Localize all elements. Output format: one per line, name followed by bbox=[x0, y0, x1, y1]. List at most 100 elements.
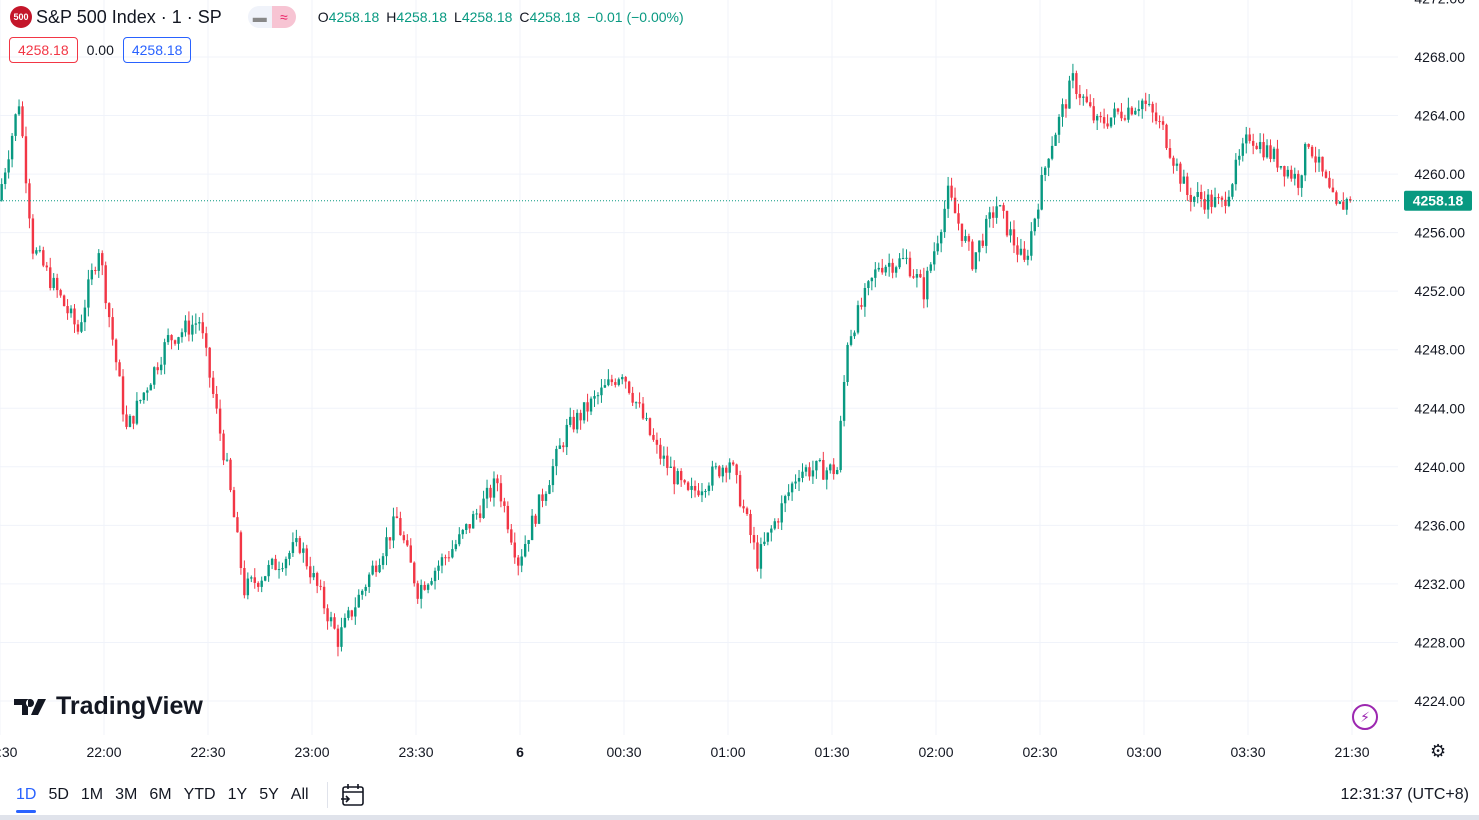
candle bbox=[94, 270, 97, 272]
lightning-icon[interactable]: ⚡ bbox=[1352, 704, 1378, 730]
candle bbox=[107, 303, 111, 318]
candle bbox=[766, 532, 770, 542]
candle bbox=[66, 306, 69, 314]
candle bbox=[756, 542, 759, 569]
candle bbox=[101, 253, 104, 266]
candle bbox=[1043, 167, 1047, 175]
candle bbox=[1154, 112, 1158, 122]
candle bbox=[621, 377, 624, 380]
time-tick-label: 01:00 bbox=[710, 744, 745, 760]
time-tick-label: 22:00 bbox=[86, 744, 121, 760]
candle bbox=[139, 400, 142, 402]
candle bbox=[378, 564, 381, 573]
range-1m[interactable]: 1M bbox=[80, 786, 104, 803]
candle bbox=[742, 506, 745, 509]
candle bbox=[745, 508, 749, 514]
candle bbox=[600, 387, 603, 396]
candle bbox=[1075, 73, 1078, 94]
candle bbox=[489, 487, 492, 498]
symbol-title[interactable]: S&P 500 Index · 1 · SP bbox=[36, 6, 222, 27]
candle bbox=[31, 218, 35, 254]
candle bbox=[1262, 142, 1265, 158]
candle bbox=[825, 470, 828, 480]
price-tick-label: 4232.00 bbox=[1414, 576, 1465, 592]
candle bbox=[76, 324, 80, 332]
candle bbox=[510, 529, 513, 543]
candle bbox=[187, 320, 191, 335]
candle bbox=[842, 382, 846, 421]
candle bbox=[974, 252, 978, 270]
legend-toggle[interactable]: ▬ ≈ bbox=[247, 6, 296, 28]
clock-timezone[interactable]: 12:31:37 (UTC+8) bbox=[1340, 786, 1469, 803]
time-tick-label: 21:30 bbox=[1334, 744, 1369, 760]
candle bbox=[135, 400, 139, 424]
range-3m[interactable]: 3M bbox=[115, 786, 138, 803]
range-1d[interactable]: 1D bbox=[10, 786, 42, 813]
candle bbox=[194, 323, 198, 325]
bid-price[interactable]: 4258.18 bbox=[9, 37, 78, 63]
candle bbox=[52, 277, 55, 288]
tv-logo-icon bbox=[14, 698, 46, 715]
candle bbox=[832, 464, 835, 475]
candle bbox=[1303, 143, 1307, 176]
candle bbox=[284, 558, 288, 569]
candle bbox=[631, 392, 634, 403]
candle bbox=[1113, 108, 1116, 118]
candle bbox=[572, 416, 575, 430]
candle bbox=[270, 558, 274, 565]
candle bbox=[891, 262, 894, 273]
candle bbox=[738, 475, 742, 507]
settings-gear-icon[interactable]: ⚙ bbox=[1430, 741, 1447, 761]
candle bbox=[638, 402, 641, 404]
candle bbox=[208, 347, 211, 378]
candle bbox=[804, 467, 808, 472]
candle bbox=[0, 184, 3, 201]
range-5d[interactable]: 5D bbox=[48, 786, 69, 803]
candle bbox=[440, 557, 444, 566]
candle bbox=[856, 305, 860, 333]
range-6m[interactable]: 6M bbox=[149, 786, 172, 803]
candle bbox=[700, 491, 704, 496]
candle bbox=[114, 339, 118, 363]
bottom-border bbox=[0, 815, 1479, 820]
ask-price[interactable]: 4258.18 bbox=[122, 37, 192, 63]
candle bbox=[236, 517, 239, 533]
candle bbox=[582, 402, 586, 421]
candle bbox=[1324, 171, 1328, 178]
wave-icon[interactable]: ≈ bbox=[271, 6, 296, 28]
candle bbox=[995, 206, 998, 218]
candle bbox=[589, 398, 593, 412]
candle bbox=[967, 236, 971, 242]
candle bbox=[385, 537, 388, 557]
range-all[interactable]: All bbox=[290, 786, 309, 803]
candle bbox=[627, 381, 631, 393]
candle bbox=[624, 377, 627, 382]
range-1y[interactable]: 1Y bbox=[227, 786, 248, 803]
candle bbox=[1109, 117, 1113, 127]
candle bbox=[35, 250, 38, 254]
candle bbox=[1255, 145, 1258, 150]
candle bbox=[426, 584, 430, 590]
candle bbox=[1092, 106, 1095, 121]
goto-date-calendar-icon[interactable] bbox=[340, 782, 366, 808]
candle bbox=[142, 392, 146, 401]
price-chart[interactable]: 4272.00 4268.00 4264.00 4260.00 4256.00 4252.… bbox=[0, 0, 1479, 775]
candle bbox=[881, 267, 884, 273]
candle bbox=[894, 267, 898, 273]
range-5y[interactable]: 5Y bbox=[259, 786, 279, 803]
candle bbox=[97, 253, 100, 271]
tradingview-logo[interactable]: TradingView bbox=[14, 692, 203, 721]
candle bbox=[1186, 176, 1189, 195]
candle bbox=[201, 322, 204, 334]
candle bbox=[62, 295, 66, 307]
candle bbox=[7, 159, 10, 173]
candle bbox=[648, 418, 652, 435]
range-ytd[interactable]: YTD bbox=[183, 786, 216, 803]
ohlc-values: O4258.18 H4258.18 L4258.18 C4258.18 −0.0… bbox=[317, 9, 684, 25]
candle bbox=[752, 535, 756, 543]
price-tick-label: 4244.00 bbox=[1414, 400, 1465, 416]
minimize-icon[interactable]: ▬ bbox=[247, 6, 272, 28]
candle bbox=[1168, 148, 1172, 158]
candle bbox=[704, 491, 707, 493]
candle bbox=[607, 379, 610, 386]
